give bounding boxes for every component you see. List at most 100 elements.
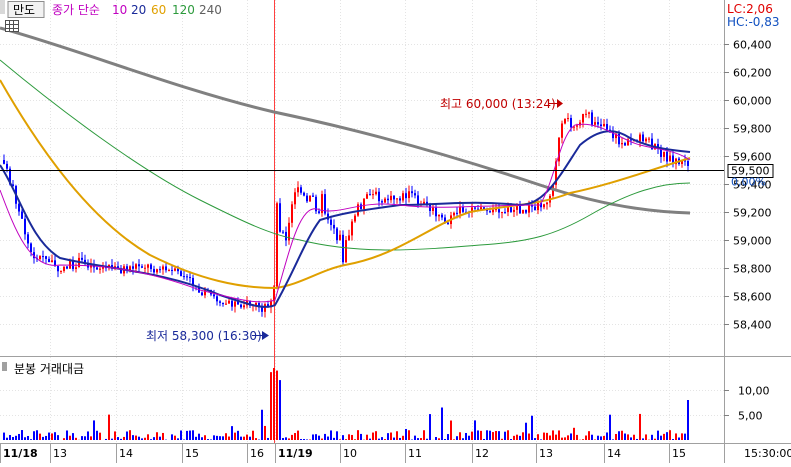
volume-bar [114,431,116,440]
ma-period-240[interactable]: 240 [199,3,222,17]
candle-body [285,232,287,241]
volume-bar [426,439,428,440]
price-tick-label: 58,800 [733,263,772,276]
volume-bar [270,372,272,440]
volume-bar [162,433,164,440]
volume-bar [669,430,671,440]
volume-bar [456,436,458,440]
volume-bar [534,438,536,440]
volume-bar [447,434,449,440]
volume-bar [543,433,545,440]
volume-bar [357,430,359,440]
volume-bar [480,431,482,440]
price-tick-label: 58,600 [733,291,772,304]
candle-body [363,199,365,209]
volume-bar [471,432,473,440]
volume-bar [171,434,173,440]
volume-bar [387,433,389,440]
volume-bar [21,430,23,440]
candle-body [309,196,311,202]
volume-bar [210,439,212,440]
volume-bar [123,437,125,440]
candle-body [21,212,23,219]
candle-body [30,243,32,252]
volume-bar [525,423,527,440]
volume-bar [561,438,563,440]
volume-bar [117,437,119,440]
ma-period-20[interactable]: 20 [131,3,146,17]
time-tick-label: 13 [539,447,553,460]
candle-body [585,114,587,115]
volume-bar [393,438,395,440]
volume-bar [303,439,305,440]
volume-bar [177,438,179,440]
low-annotation: 최저 58,300 (16:30) [146,329,262,343]
candle-body [591,112,593,124]
volume-bar [369,439,371,440]
volume-bar [204,435,206,440]
candle-body [24,219,26,235]
volume-bar [207,439,209,440]
candle-body [138,264,140,266]
candle-body [213,294,215,296]
volume-bar [12,437,14,440]
volume-bar [6,438,8,440]
candle-body [561,123,563,137]
volume-bar [180,430,182,440]
volume-bar [201,437,203,440]
volume-bar [444,439,446,440]
grid-toggle-icon[interactable] [6,21,19,32]
volume-bar [297,431,299,440]
volume-bar [687,400,689,440]
time-tick-label: 11/18 [3,447,38,460]
volume-bar [312,434,314,440]
volume-bar [402,436,404,440]
volume-bar [645,434,647,440]
volume-bar [231,426,233,440]
candle-body [366,194,368,198]
volume-bar [345,439,347,440]
volume-bar [405,429,407,440]
candle-body [414,193,416,195]
candle-body [381,201,383,202]
volume-bar [609,415,611,440]
candle-body [525,210,527,213]
volume-bar [627,434,629,440]
volume-bar [90,436,92,440]
candle-body [687,161,689,166]
volume-bar [681,433,683,440]
volume-bar [582,439,584,440]
volume-bar [636,439,638,440]
candle-body [81,258,83,260]
candle-body [276,203,278,286]
ma-period-60[interactable]: 60 [151,3,166,17]
candle-body [57,266,59,271]
volume-tick-label: 5,00 [738,410,763,423]
candle-body [234,302,236,307]
volume-bar [336,431,338,440]
ma-period-10[interactable]: 10 [112,3,127,17]
candle-body [240,305,242,308]
volume-bar [594,439,596,440]
volume-bar [48,433,50,440]
volume-bar [663,434,665,440]
volume-bar [219,436,221,440]
volume-bar [450,421,452,440]
candle-body [39,256,41,259]
candle-body [189,277,191,278]
candle-body [459,207,461,214]
candle-body [600,124,602,126]
volume-bar [57,435,59,440]
candle-body [453,213,455,216]
candle-body [666,152,668,162]
candle-body [306,196,308,202]
ma-period-120[interactable]: 120 [172,3,195,17]
volume-bar [429,414,431,440]
volume-bar [129,430,131,440]
volume-bar [126,431,128,440]
volume-bar [564,437,566,440]
candle-body [330,220,332,225]
volume-bar [141,438,143,440]
